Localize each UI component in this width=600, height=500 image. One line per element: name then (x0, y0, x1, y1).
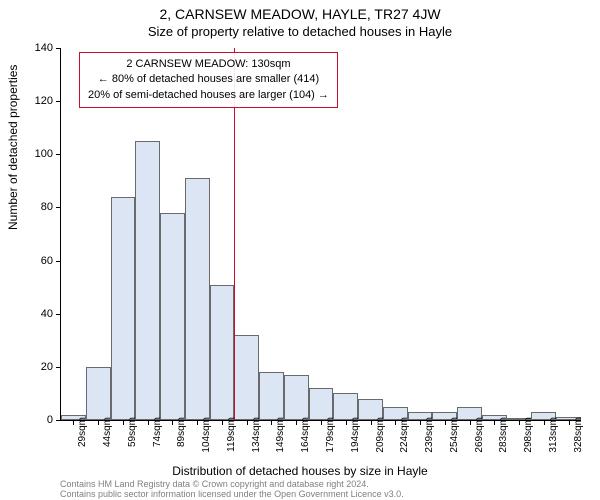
x-tick (569, 420, 570, 425)
x-tick-label: 89sqm (176, 417, 187, 447)
x-tick (519, 420, 520, 425)
y-tick (56, 207, 61, 208)
histogram-bar (86, 367, 111, 420)
y-tick (56, 367, 61, 368)
histogram-bar (111, 197, 136, 420)
x-tick (395, 420, 396, 425)
x-tick-label: 209sqm (375, 417, 386, 453)
x-tick (544, 420, 545, 425)
annotation-box: 2 CARNSEW MEADOW: 130sqm← 80% of detache… (79, 52, 338, 108)
x-tick-label: 328sqm (573, 417, 584, 453)
x-axis-label: Distribution of detached houses by size … (0, 464, 600, 478)
footer-line-2: Contains public sector information licen… (60, 490, 404, 500)
x-tick-label: 313sqm (548, 417, 559, 453)
x-tick (296, 420, 297, 425)
y-tick-label: 40 (21, 308, 53, 320)
x-tick-label: 269sqm (474, 417, 485, 453)
y-tick (56, 101, 61, 102)
histogram-bar (234, 335, 259, 420)
x-tick-label: 29sqm (77, 417, 88, 447)
x-tick-label: 164sqm (300, 417, 311, 453)
chart-title-address: 2, CARNSEW MEADOW, HAYLE, TR27 4JW (0, 6, 600, 22)
x-tick (73, 420, 74, 425)
x-tick (271, 420, 272, 425)
x-tick (321, 420, 322, 425)
y-tick (56, 420, 61, 421)
y-tick-label: 80 (21, 201, 53, 213)
x-tick (247, 420, 248, 425)
x-tick (98, 420, 99, 425)
x-tick-label: 134sqm (251, 417, 262, 453)
x-tick-label: 44sqm (102, 417, 113, 447)
x-tick-label: 149sqm (275, 417, 286, 453)
footer-attribution: Contains HM Land Registry data © Crown c… (60, 480, 404, 500)
y-tick (56, 48, 61, 49)
x-tick-label: 239sqm (424, 417, 435, 453)
y-tick-label: 120 (21, 95, 53, 107)
y-tick (56, 314, 61, 315)
x-tick (222, 420, 223, 425)
x-tick-label: 298sqm (523, 417, 534, 453)
x-tick-label: 283sqm (498, 417, 509, 453)
y-tick-label: 20 (21, 361, 53, 373)
x-tick (197, 420, 198, 425)
x-tick (172, 420, 173, 425)
y-tick-label: 140 (21, 42, 53, 54)
x-tick-label: 59sqm (127, 417, 138, 447)
x-tick-label: 194sqm (350, 417, 361, 453)
x-tick-label: 179sqm (325, 417, 336, 453)
x-tick (470, 420, 471, 425)
x-tick-label: 119sqm (226, 417, 237, 452)
y-tick (56, 261, 61, 262)
x-tick (346, 420, 347, 425)
x-tick (445, 420, 446, 425)
y-tick-label: 60 (21, 255, 53, 267)
y-axis-label: Number of detached properties (6, 65, 20, 230)
y-tick (56, 154, 61, 155)
x-tick (420, 420, 421, 425)
annotation-line-0: 2 CARNSEW MEADOW: 130sqm (88, 57, 329, 72)
x-tick (371, 420, 372, 425)
chart-container: 2, CARNSEW MEADOW, HAYLE, TR27 4JW Size … (0, 0, 600, 500)
y-tick-label: 0 (21, 414, 53, 426)
histogram-bar (160, 213, 185, 420)
x-tick-label: 104sqm (201, 417, 212, 453)
x-tick-label: 254sqm (449, 417, 460, 453)
x-tick (494, 420, 495, 425)
chart-title-description: Size of property relative to detached ho… (0, 24, 600, 39)
histogram-bar (210, 285, 235, 421)
histogram-bar (185, 178, 210, 420)
histogram-bar (284, 375, 309, 420)
y-tick-label: 100 (21, 148, 53, 160)
histogram-bar (309, 388, 334, 420)
x-tick-label: 74sqm (152, 417, 163, 447)
plot-area: 02040608010012014029sqm44sqm59sqm74sqm89… (60, 48, 581, 421)
x-tick (148, 420, 149, 425)
x-tick-label: 224sqm (399, 417, 410, 453)
annotation-line-1: ← 80% of detached houses are smaller (41… (88, 72, 329, 87)
histogram-bar (135, 141, 160, 420)
histogram-bar (259, 372, 284, 420)
x-tick (123, 420, 124, 425)
annotation-line-2: 20% of semi-detached houses are larger (… (88, 88, 329, 103)
